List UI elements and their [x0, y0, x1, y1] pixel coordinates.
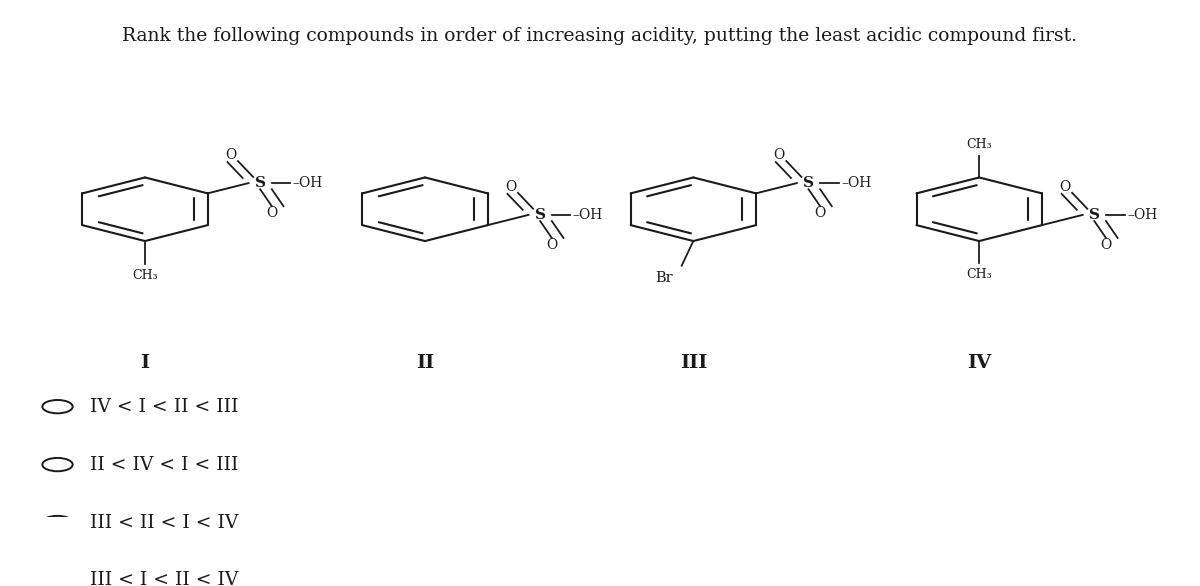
Text: IV < I < II < III: IV < I < II < III [90, 398, 239, 415]
Text: Br: Br [655, 271, 673, 285]
Text: O: O [266, 206, 277, 220]
Text: –OH: –OH [1127, 208, 1157, 222]
Text: S: S [535, 208, 546, 222]
Text: –OH: –OH [572, 208, 604, 222]
Text: S: S [803, 176, 814, 190]
Text: CH₃: CH₃ [132, 269, 158, 282]
Text: O: O [774, 148, 785, 162]
Text: III < I < II < IV: III < I < II < IV [90, 571, 239, 586]
Text: I: I [140, 354, 150, 372]
Text: O: O [1060, 180, 1070, 194]
Text: CH₃: CH₃ [966, 268, 992, 281]
Text: S: S [1088, 208, 1100, 222]
Text: II < IV < I < III: II < IV < I < III [90, 455, 239, 473]
Text: III < II < I < IV: III < II < I < IV [90, 513, 239, 532]
Text: O: O [546, 238, 558, 251]
Text: III: III [679, 354, 707, 372]
Text: O: O [815, 206, 826, 220]
Text: –OH: –OH [841, 176, 871, 190]
Text: II: II [416, 354, 434, 372]
Text: Rank the following compounds in order of increasing acidity, putting the least a: Rank the following compounds in order of… [122, 27, 1078, 45]
Text: O: O [505, 180, 517, 194]
Text: CH₃: CH₃ [966, 138, 992, 151]
Text: IV: IV [967, 354, 991, 372]
Text: –OH: –OH [293, 176, 323, 190]
Text: O: O [1100, 238, 1111, 251]
Text: O: O [226, 148, 236, 162]
Text: S: S [254, 176, 265, 190]
